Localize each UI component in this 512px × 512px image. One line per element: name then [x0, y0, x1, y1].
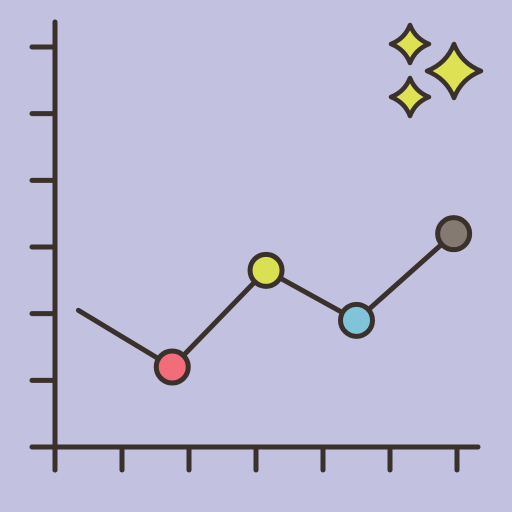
data-point	[250, 254, 282, 286]
data-point	[438, 218, 470, 250]
data-point	[341, 304, 373, 336]
data-point	[156, 351, 188, 383]
